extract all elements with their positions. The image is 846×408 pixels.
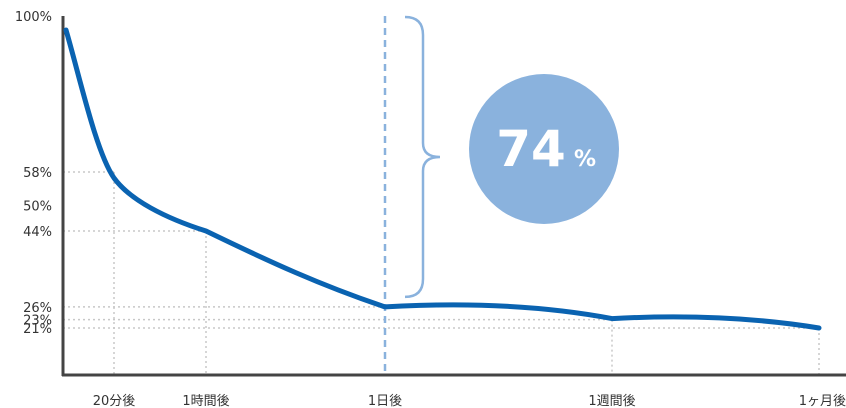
x-tick-labels: 20分後 1時間後 1日後 1週間後 1ヶ月後 bbox=[93, 394, 846, 408]
retention-drop-brace bbox=[404, 15, 441, 299]
y-tick-label: 58% bbox=[23, 166, 52, 181]
y-tick-label: 50% bbox=[23, 200, 52, 215]
y-tick-label: 21% bbox=[23, 322, 52, 337]
guide-lines bbox=[63, 171, 820, 375]
y-tick-labels: 100% 58% 50% 44% 26%23%21% bbox=[15, 10, 52, 337]
y-tick-label: 44% bbox=[23, 225, 52, 240]
x-tick-label: 1週間後 bbox=[588, 394, 635, 408]
bubble-value: 74 bbox=[496, 120, 566, 178]
bubble-circle bbox=[469, 74, 619, 224]
bubble-unit: % bbox=[574, 147, 596, 172]
x-tick-label: 1時間後 bbox=[182, 394, 229, 408]
series-line bbox=[63, 27, 822, 331]
x-tick-label: 1日後 bbox=[368, 394, 402, 408]
y-tick-label: 23% bbox=[23, 314, 52, 329]
y-tick-label: 26% bbox=[23, 301, 52, 316]
x-tick-label: 1ヶ月後 bbox=[799, 394, 846, 408]
x-tick-label: 20分後 bbox=[93, 394, 136, 408]
forgotten-percent-bubble: 74 % bbox=[469, 74, 619, 224]
axes bbox=[61, 16, 846, 377]
y-tick-label: 100% bbox=[15, 10, 52, 25]
